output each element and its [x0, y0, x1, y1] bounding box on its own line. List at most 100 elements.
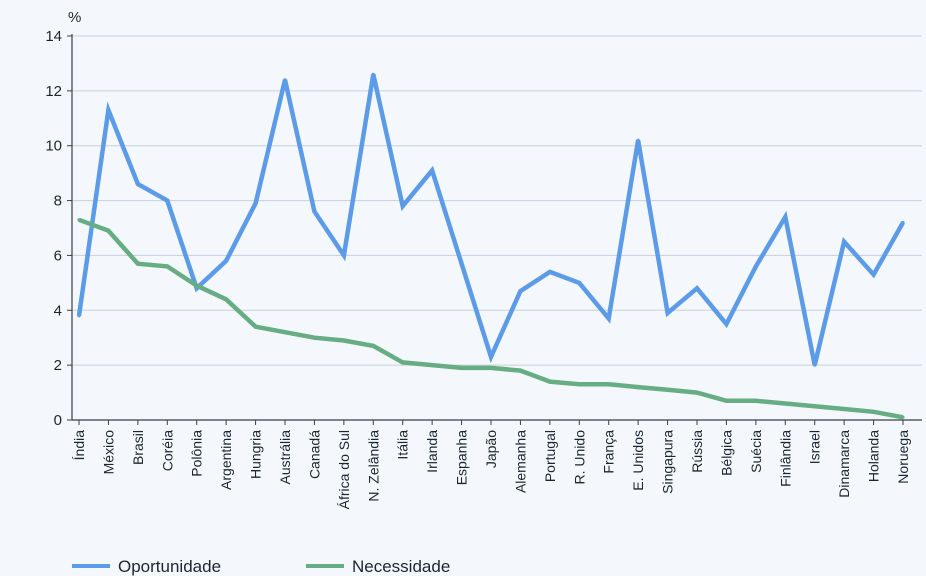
x-tick-label: N. Zelândia	[365, 430, 381, 502]
data-point	[666, 388, 670, 392]
data-point	[548, 270, 552, 274]
data-point	[636, 138, 640, 142]
data-point	[165, 264, 169, 268]
series-line-oportunidade	[76, 73, 905, 366]
data-point	[312, 336, 316, 340]
x-tick-label: Bélgica	[718, 430, 734, 476]
data-point	[783, 215, 787, 219]
y-axis-unit-label: %	[68, 9, 81, 26]
y-tick-label: 14	[45, 28, 62, 45]
x-tick-label: Espanha	[454, 430, 470, 485]
data-point	[695, 286, 699, 290]
data-point	[254, 201, 258, 205]
data-point	[666, 311, 670, 315]
x-tick-label: Índia	[71, 430, 87, 461]
data-point	[783, 401, 787, 406]
x-tick-label: Hungria	[248, 430, 264, 479]
data-point	[901, 220, 905, 225]
data-point	[724, 322, 729, 326]
x-tick-label: R. Unido	[571, 430, 587, 485]
x-tick-label: França	[601, 430, 617, 474]
data-point	[813, 363, 817, 367]
data-point	[401, 360, 405, 364]
x-axis-ticks: Índia México Brasil Coréia Polônia Argentina H…	[71, 420, 911, 509]
x-tick-label: Holanda	[866, 430, 882, 482]
data-point	[695, 391, 699, 395]
data-point	[754, 399, 758, 403]
x-tick-label: Itália	[395, 430, 411, 460]
data-point	[460, 262, 464, 266]
legend-label-oportunidade: Oportunidade	[118, 557, 221, 576]
data-point	[901, 415, 905, 419]
x-tick-label: Argentina	[218, 430, 234, 490]
x-tick-label: Alemanha	[512, 430, 528, 493]
x-tick-label: Dinamarca	[836, 430, 852, 498]
data-point	[518, 369, 523, 373]
data-point	[342, 338, 346, 343]
data-point	[371, 72, 375, 76]
data-point	[401, 204, 405, 208]
data-point	[224, 297, 228, 301]
data-point	[195, 284, 199, 288]
data-point	[636, 385, 640, 389]
y-tick-label: 12	[45, 83, 62, 100]
x-tick-label: Austrália	[277, 430, 293, 485]
x-tick-label: Rússia	[689, 430, 705, 473]
y-tick-label: 2	[54, 357, 62, 374]
data-point	[254, 325, 258, 329]
axes	[71, 34, 922, 421]
data-point	[342, 253, 346, 257]
x-tick-label: Suécia	[748, 430, 764, 473]
series-lines	[76, 72, 905, 420]
x-tick-label: E. Unidos	[630, 430, 646, 491]
data-point	[842, 407, 846, 411]
data-point	[548, 380, 552, 384]
data-point	[460, 366, 464, 370]
x-tick-label: Brasil	[130, 430, 146, 465]
data-point	[106, 108, 110, 112]
data-point	[872, 273, 876, 277]
y-tick-label: 8	[54, 193, 62, 210]
data-point	[489, 355, 493, 359]
x-tick-label: México	[100, 430, 116, 475]
data-point	[77, 218, 81, 222]
data-point	[106, 229, 110, 233]
data-point	[430, 363, 434, 367]
data-point	[577, 382, 581, 386]
gridlines	[72, 35, 922, 366]
x-tick-label: Portugal	[542, 430, 558, 482]
legend: Oportunidade Necessidade	[72, 557, 450, 576]
x-tick-label: Japão	[483, 430, 499, 468]
data-point	[842, 240, 846, 244]
x-tick-label: Polônia	[189, 430, 205, 477]
data-point	[224, 259, 228, 263]
data-point	[136, 182, 140, 186]
data-point	[283, 78, 287, 82]
data-point	[872, 410, 876, 414]
y-axis-ticks: 0 2 4 6 8 10 12 14	[45, 28, 72, 429]
data-point	[754, 264, 758, 268]
x-tick-label: Noruega	[895, 430, 911, 484]
data-point	[724, 399, 729, 403]
data-point	[283, 330, 287, 334]
legend-label-necessidade: Necessidade	[352, 557, 450, 576]
y-tick-label: 0	[54, 412, 62, 429]
data-point	[577, 281, 581, 285]
data-point	[136, 262, 140, 266]
data-point	[430, 168, 434, 172]
data-point	[371, 344, 375, 348]
data-point	[518, 289, 523, 293]
data-point	[165, 199, 169, 203]
data-point	[813, 404, 817, 408]
y-tick-label: 10	[45, 138, 62, 155]
data-point	[77, 314, 81, 318]
data-point	[607, 382, 611, 386]
y-tick-label: 4	[54, 302, 62, 319]
x-tick-label: Finlândia	[777, 430, 793, 487]
data-point	[607, 316, 611, 321]
x-tick-label: Canadá	[306, 430, 322, 479]
x-tick-label: Israel	[807, 430, 823, 464]
x-tick-label: Singapura	[660, 430, 676, 494]
